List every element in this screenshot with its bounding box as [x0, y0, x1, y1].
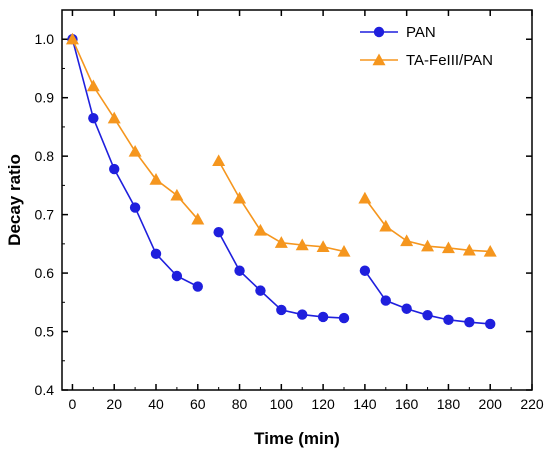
x-tick-label: 140: [353, 396, 377, 412]
data-point: [109, 163, 120, 175]
x-tick-label: 220: [520, 396, 544, 412]
data-point: [421, 239, 435, 252]
data-point: [422, 309, 433, 321]
data-point: [107, 111, 121, 124]
series-line-segment: [71, 39, 199, 288]
data-point: [443, 314, 454, 326]
y-axis-ticks: 0.4 0.5 0.6 0.7 0.8 0.9 1.0: [35, 31, 532, 398]
data-point: [88, 112, 99, 124]
data-point: [485, 318, 496, 330]
x-axis-ticks: 0 20 40 60 80 100 120 140 160 180 200 220: [69, 10, 544, 412]
data-point: [255, 285, 266, 296]
data-point: [128, 144, 142, 157]
data-point: [338, 312, 350, 324]
y-axis-label: Decay ratio: [5, 154, 24, 246]
x-tick-label: 20: [106, 396, 122, 412]
data-point: [441, 241, 455, 254]
data-point: [212, 154, 226, 167]
data-point: [379, 219, 393, 232]
data-point: [171, 270, 183, 282]
x-tick-label: 200: [479, 396, 503, 412]
legend-marker: [373, 26, 385, 38]
y-tick-label: 1.0: [35, 31, 55, 47]
legend-label: PAN: [406, 24, 436, 41]
series-layer: [65, 32, 497, 330]
data-point: [359, 265, 371, 276]
data-point: [297, 309, 308, 320]
data-point: [234, 265, 245, 276]
legend: PAN TA-FeIII/PAN: [360, 24, 493, 69]
data-point: [401, 303, 412, 314]
data-point: [316, 240, 330, 252]
data-point: [233, 191, 247, 204]
data-point: [464, 316, 475, 328]
x-tick-label: 80: [232, 396, 248, 412]
data-point: [295, 238, 309, 251]
plot-area-border: [61, 9, 533, 391]
data-point: [276, 304, 287, 316]
series-pan: [67, 34, 496, 330]
legend-item: TA-FeIII/PAN: [360, 52, 493, 69]
x-axis-label: Time (min): [254, 429, 340, 448]
data-point: [253, 223, 267, 236]
data-point: [400, 234, 414, 247]
x-tick-label: 40: [148, 396, 164, 412]
data-point: [192, 281, 203, 292]
data-point: [317, 311, 329, 323]
y-tick-label: 0.8: [35, 148, 55, 164]
x-tick-label: 180: [437, 396, 461, 412]
data-point: [170, 188, 184, 201]
y-tick-label: 0.6: [35, 265, 55, 281]
legend-label: TA-FeIII/PAN: [406, 52, 493, 69]
series-ta-feiii-pan: [65, 32, 497, 257]
data-point: [483, 244, 497, 257]
x-tick-label: 0: [69, 396, 77, 412]
y-tick-label: 0.7: [35, 207, 55, 223]
data-point: [65, 32, 79, 45]
data-point: [358, 191, 372, 204]
y-tick-label: 0.5: [35, 324, 55, 340]
data-point: [462, 243, 476, 256]
data-point: [274, 236, 288, 248]
y-tick-label: 0.9: [35, 90, 55, 106]
data-point: [149, 173, 163, 185]
x-tick-label: 100: [270, 396, 294, 412]
x-tick-label: 160: [395, 396, 419, 412]
data-point: [380, 295, 391, 306]
legend-item: PAN: [360, 24, 436, 41]
series-line-segment: [71, 38, 199, 220]
data-point: [213, 226, 224, 238]
x-tick-label: 120: [311, 396, 335, 412]
data-point: [86, 79, 100, 92]
legend-marker: [372, 53, 386, 66]
data-point: [129, 202, 141, 213]
data-point: [337, 244, 351, 257]
y-tick-label: 0.4: [35, 382, 55, 398]
data-point: [191, 212, 205, 225]
data-point: [150, 248, 162, 259]
plot-frame: [61, 9, 533, 391]
x-tick-label: 60: [190, 396, 206, 412]
